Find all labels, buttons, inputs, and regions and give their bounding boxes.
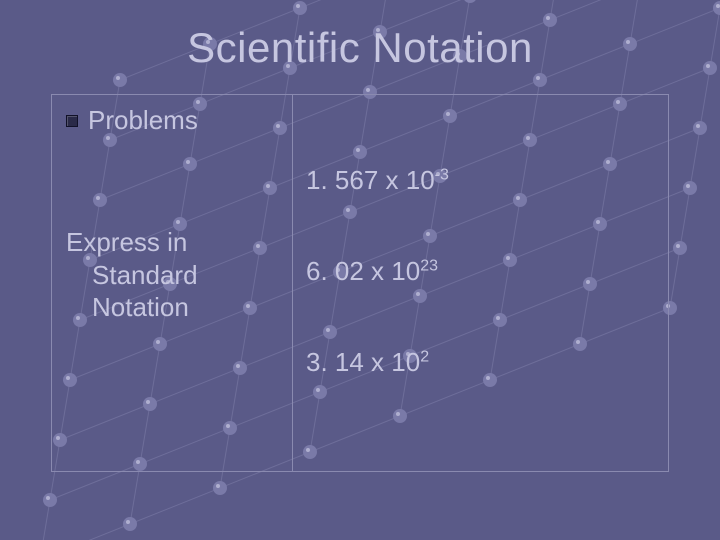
instruction-text: Express in Standard Notation [66,226,278,324]
expression-1: 1. 567 x 10-3 [306,165,654,196]
expr2-exponent: 23 [420,257,438,274]
bullet-label: Problems [88,105,198,136]
instruction-line-3: Notation [66,291,278,324]
instruction-line-2: Standard [66,259,278,292]
square-bullet-icon [66,115,78,127]
expr3-base: 3. 14 x 10 [306,347,420,377]
expr3-exponent: 2 [420,348,429,365]
content-box: Problems Express in Standard Notation 1.… [51,94,669,472]
expr1-base: 1. 567 x 10 [306,165,435,195]
bullet-row-problems: Problems [66,105,278,136]
slide: Scientific Notation Problems Express in … [0,0,720,540]
expr2-base: 6. 02 x 10 [306,256,420,286]
expression-2: 6. 02 x 1023 [306,256,654,287]
instruction-line-1: Express in [66,226,278,259]
right-column: 1. 567 x 10-3 6. 02 x 1023 3. 14 x 102 [292,95,668,444]
left-column: Problems Express in Standard Notation [52,95,292,334]
slide-title: Scientific Notation [50,24,670,72]
expression-3: 3. 14 x 102 [306,347,654,378]
expr1-exponent: -3 [435,166,449,183]
